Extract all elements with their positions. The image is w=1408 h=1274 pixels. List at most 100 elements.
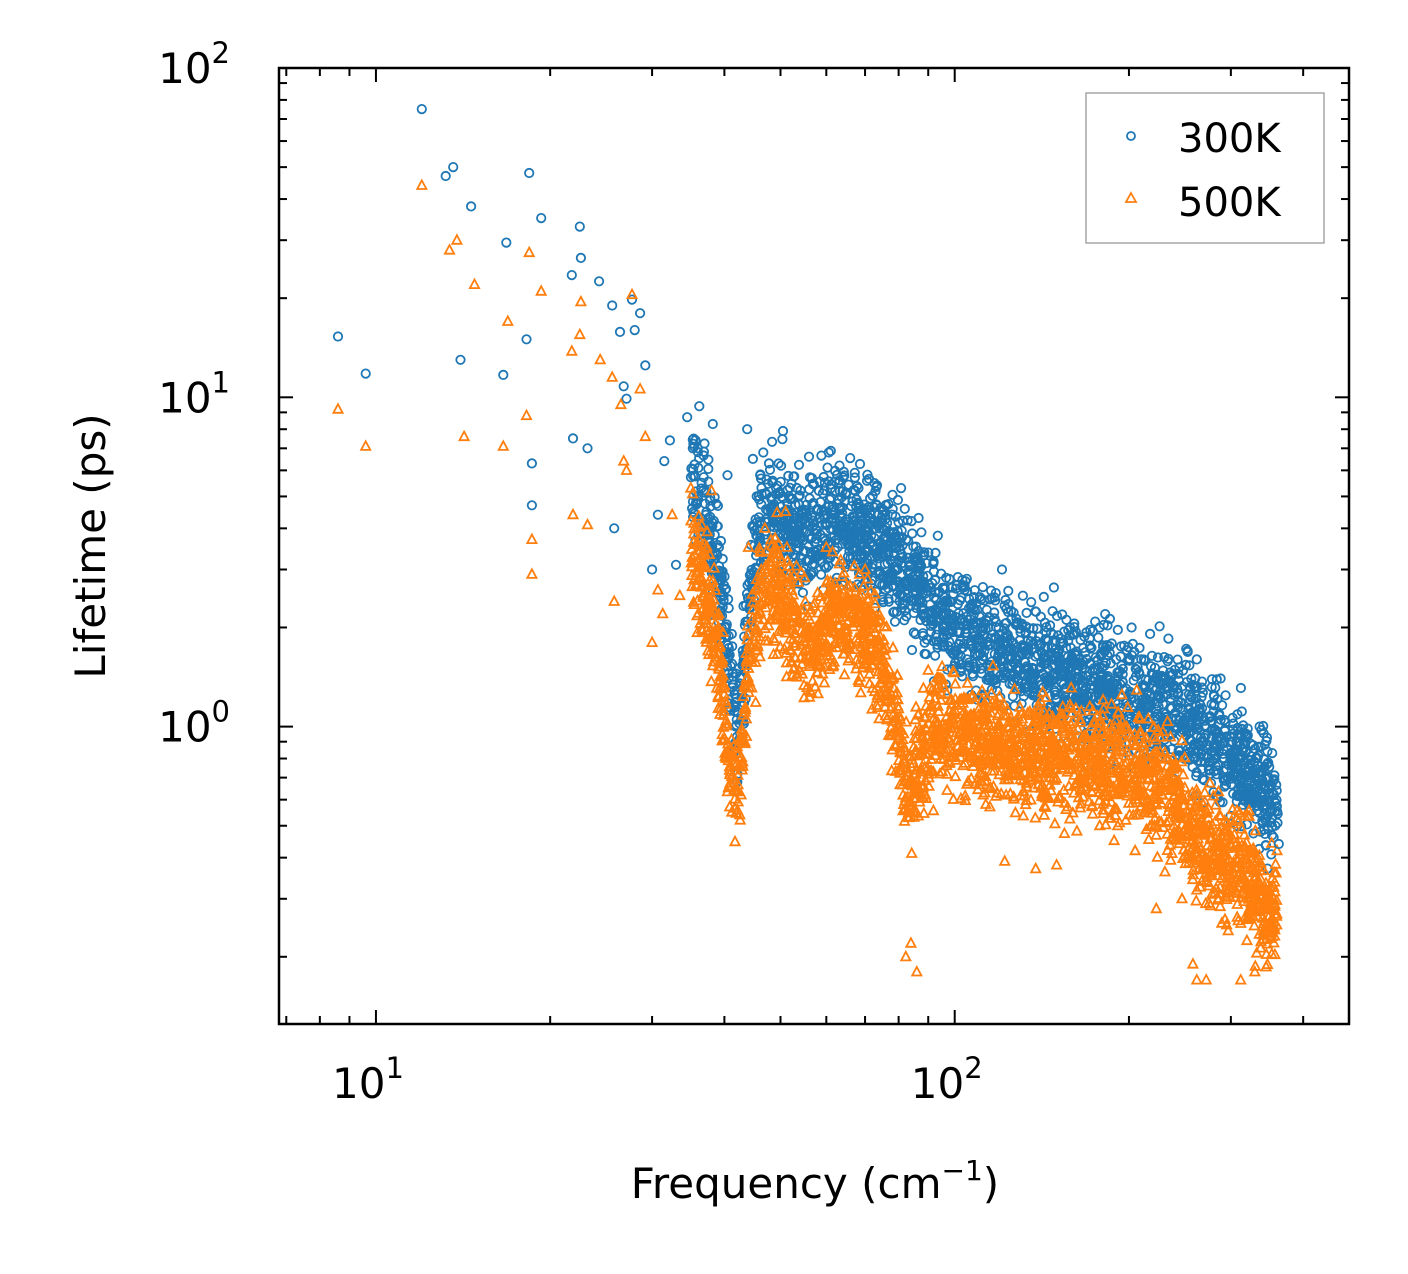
point-500K-dense — [1139, 745, 1152, 758]
point-300K-dense — [753, 512, 765, 523]
point-500K-dense — [811, 686, 825, 699]
point-500K-dense — [763, 571, 776, 583]
point-300K-dense — [1172, 702, 1184, 713]
point-300K-dense — [1146, 650, 1158, 661]
point-300K-dense — [1032, 623, 1043, 634]
point-300K-dense — [1065, 669, 1077, 680]
point-500K-dense — [1142, 711, 1155, 724]
point-300K-dense — [1152, 669, 1163, 680]
point-500K-dense — [899, 715, 913, 727]
point-500K-dense — [687, 535, 700, 547]
point-300K-dense — [934, 586, 945, 597]
point-300K-dense — [938, 621, 950, 632]
point-300K-dense — [1022, 681, 1034, 692]
point-500K-dense — [709, 616, 722, 629]
point-300K-dense — [894, 533, 905, 544]
point-300K-dense — [977, 581, 989, 593]
point-300K-dense — [932, 639, 943, 650]
point-300K-dense — [887, 556, 899, 567]
point-300K-dense — [761, 489, 772, 500]
point-300K-dense — [1134, 668, 1145, 680]
point-500K-dense — [799, 594, 812, 607]
point-300K-dense — [813, 485, 825, 496]
point-300K-dense — [851, 494, 862, 505]
point-300K-dense — [1208, 766, 1220, 777]
point-300K-dense — [883, 593, 894, 605]
point-300K-dense — [1000, 668, 1012, 679]
point-300K-dense — [948, 649, 959, 660]
point-300K-dense — [797, 587, 809, 598]
point-300K-dense — [1001, 603, 1012, 614]
point-300K-dense — [834, 475, 845, 486]
point-500K-dense — [768, 634, 781, 646]
point-500K-dense — [1032, 702, 1045, 714]
point-500K-dense — [797, 678, 811, 690]
point-300K-dense — [804, 472, 816, 483]
point-300K-dense — [957, 574, 968, 586]
point-300K-dense — [1213, 746, 1224, 757]
point-300K-dense — [1004, 634, 1015, 645]
point-300K-dense — [1022, 635, 1033, 646]
point-500K-dense — [729, 745, 743, 757]
point-300K-dense — [967, 598, 978, 609]
point-300K-dense — [802, 554, 813, 565]
point-500K-dense — [1248, 918, 1261, 931]
point-300K-dense — [1123, 713, 1135, 725]
point-300K-dense — [1220, 779, 1232, 791]
point-300K-dense — [1095, 671, 1107, 683]
point-300K-dense — [995, 643, 1006, 654]
point-300K-dense — [1197, 687, 1208, 698]
point-300K-dense — [858, 505, 869, 516]
point-500K-dense — [861, 571, 874, 584]
point-500K-dense — [1029, 811, 1042, 823]
point-500K-dense — [789, 650, 802, 662]
point-300K-dense — [915, 577, 926, 588]
point-300K-dense — [699, 438, 710, 449]
point-300K-dense — [1112, 624, 1123, 636]
point-300K-dense — [1140, 703, 1152, 714]
point-500K-dense — [945, 693, 958, 705]
series-500K-dense-band — [684, 486, 1284, 972]
point-300K-dense — [1115, 641, 1127, 652]
point-300K-dense — [1184, 708, 1196, 720]
point-300K-dense — [925, 626, 937, 637]
point-300K-dense — [1142, 723, 1153, 734]
point-300K-dense — [851, 554, 863, 565]
point-500K-dense — [712, 635, 725, 647]
point-300K-dense — [906, 644, 918, 656]
point-300K-dense — [1194, 698, 1205, 709]
point-300K-dense — [701, 486, 712, 497]
point-300K-dense — [840, 524, 852, 535]
point-300K-dense — [879, 579, 890, 591]
point-500K-dense — [1151, 850, 1164, 862]
point-300K-dense — [795, 510, 806, 521]
point-300K-dense — [953, 648, 964, 660]
point-500K-dense — [1161, 843, 1174, 855]
point-300K-dense — [834, 460, 845, 471]
point-300K-dense — [1050, 689, 1061, 701]
point-500K-dense — [816, 595, 829, 608]
point-300K-dense — [1157, 699, 1169, 710]
point-500K-dense — [1130, 683, 1143, 695]
point-500K-dense — [987, 779, 1000, 792]
point-300K-dense — [688, 438, 699, 449]
point-500K-dense — [1096, 708, 1109, 721]
point-300K-dense — [920, 588, 931, 599]
point-300K-dense — [839, 530, 850, 542]
point-500K-dense — [701, 524, 714, 537]
point-300K-dense — [990, 678, 1001, 689]
point-300K-dense — [1269, 770, 1280, 781]
point-300K-dense — [870, 485, 881, 497]
point-300K-dense — [913, 595, 925, 606]
point-500K-dense — [1190, 894, 1203, 906]
point-500K-dense — [848, 558, 861, 571]
point-300K-dense — [810, 546, 821, 558]
point-300K-dense — [889, 616, 901, 627]
point-500K-dense — [1148, 811, 1162, 824]
point-500K-dense — [1107, 833, 1121, 846]
point-500K-dense — [1075, 704, 1088, 716]
point-300K-dense — [1184, 660, 1195, 671]
point-300K-dense — [869, 532, 880, 543]
point-300K-dense — [795, 485, 806, 496]
